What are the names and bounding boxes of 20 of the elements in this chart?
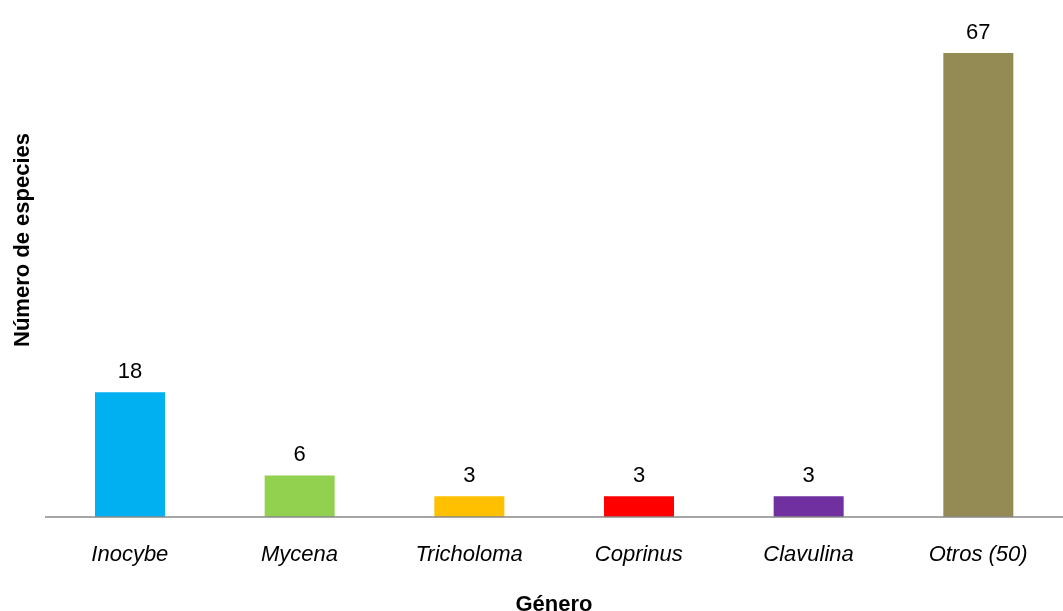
x-tick-label: Otros (50) <box>928 540 1028 566</box>
data-label: 67 <box>966 19 991 44</box>
x-tick-label: Coprinus <box>594 540 683 566</box>
bar <box>943 53 1014 517</box>
data-label: 18 <box>117 358 143 384</box>
bar <box>95 392 165 517</box>
data-label: 6 <box>293 441 306 467</box>
bar <box>264 475 335 517</box>
x-tick-label: Mycena <box>260 540 339 566</box>
x-tick-label: Inocybe <box>91 540 169 566</box>
bar <box>773 496 844 517</box>
x-tick-label: Clavulina <box>763 540 854 566</box>
data-label: 3 <box>802 462 815 488</box>
x-tick-label: Tricholoma <box>415 540 523 566</box>
bar <box>434 496 505 517</box>
data-label: 3 <box>463 462 476 488</box>
bar <box>604 496 674 517</box>
y-axis-title: Número de especies <box>9 133 35 347</box>
data-label: 3 <box>632 462 646 488</box>
x-axis-title: Género <box>515 591 593 611</box>
